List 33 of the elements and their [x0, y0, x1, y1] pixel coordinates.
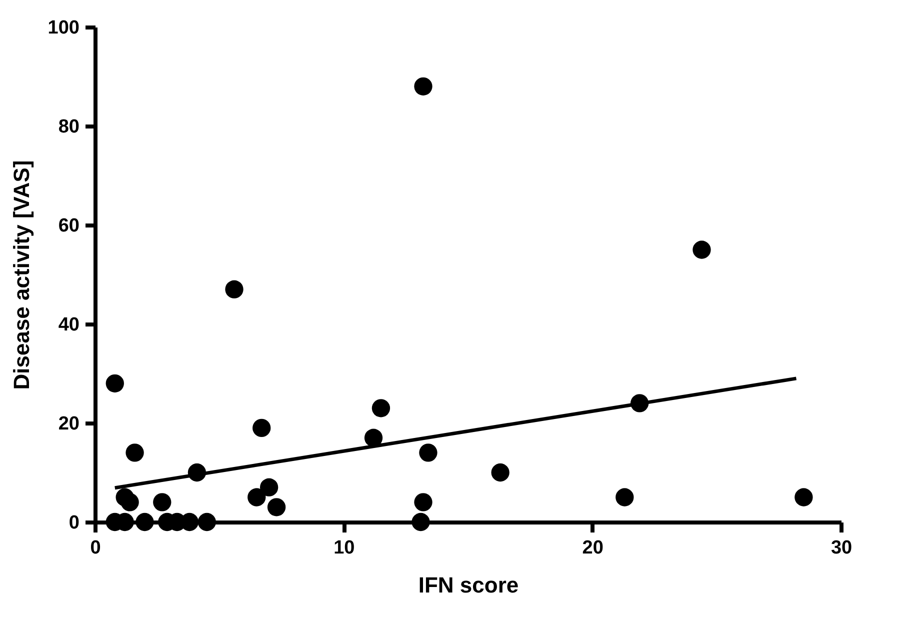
point [419, 444, 438, 462]
x-tick-label: 10 [334, 538, 355, 558]
point [252, 418, 271, 438]
y-tick-label: 20 [58, 414, 80, 434]
y-axis-title: Disease activity [VAS] [8, 160, 34, 390]
point [692, 240, 711, 259]
point [414, 493, 432, 512]
x-tick-label: 0 [90, 538, 101, 558]
point [248, 488, 266, 506]
x-tick-label: 30 [830, 538, 852, 558]
y-tick-label: 100 [48, 18, 80, 38]
y-tick-label: 60 [58, 216, 80, 236]
point [136, 512, 154, 532]
point [267, 498, 286, 516]
point [153, 493, 172, 512]
point [412, 512, 430, 532]
x-axis-title: IFN score [418, 572, 519, 598]
y-tick-label: 0 [68, 512, 80, 534]
x-tick-label: 20 [582, 538, 604, 558]
point [106, 374, 124, 392]
point [616, 488, 634, 506]
point [126, 444, 144, 462]
point [225, 280, 244, 298]
y-tick-label: 80 [58, 116, 80, 138]
y-tick-label: 40 [58, 314, 80, 336]
point [260, 478, 278, 496]
point [794, 488, 813, 506]
point [491, 463, 510, 482]
point [120, 493, 139, 512]
point [414, 77, 432, 96]
point [198, 512, 216, 532]
point [364, 428, 383, 447]
point [372, 399, 390, 418]
